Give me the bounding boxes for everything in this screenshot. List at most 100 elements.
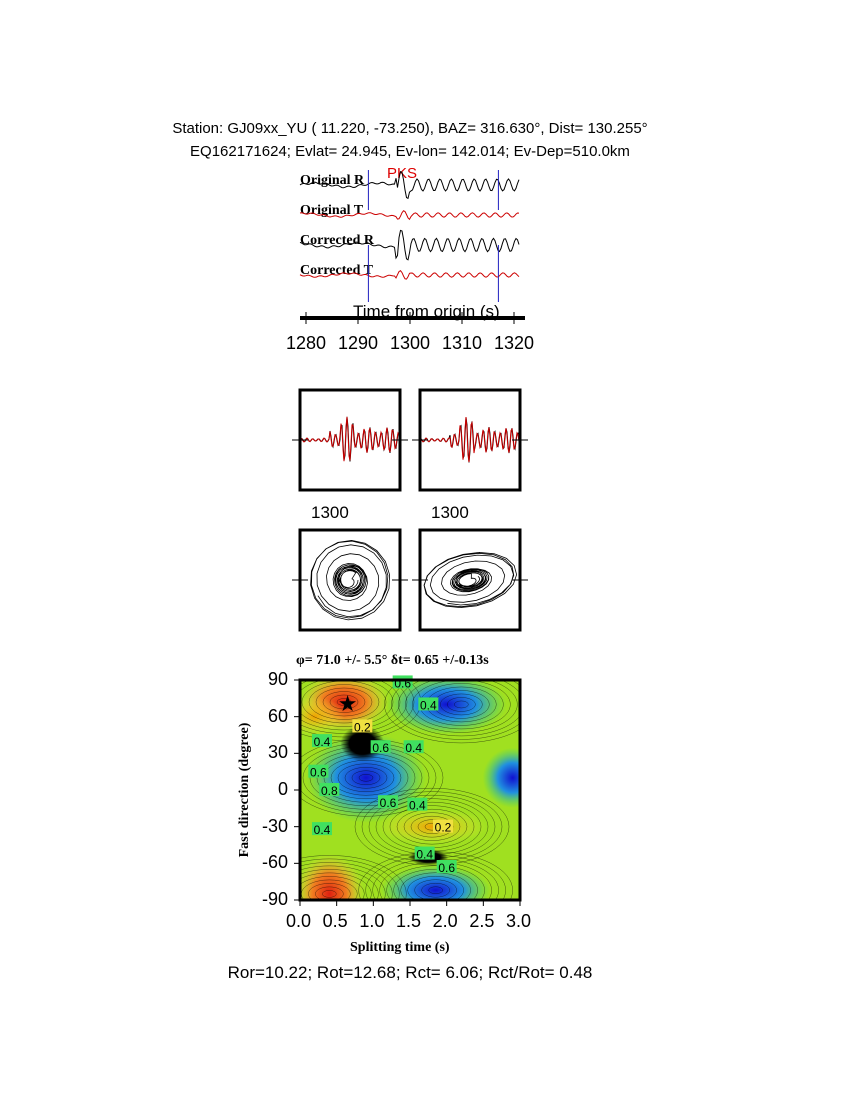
time-tick-label: 1300 bbox=[390, 333, 431, 353]
heatmap-region bbox=[300, 696, 345, 737]
x-tick-label: 1.0 bbox=[359, 911, 385, 931]
contour-label-box bbox=[312, 734, 332, 748]
trace-original-r bbox=[299, 171, 520, 200]
heatmap-xlabel: Splitting time (s) bbox=[350, 940, 450, 955]
y-tick-label: 0 bbox=[277, 779, 288, 799]
contour-label: 0.4 bbox=[312, 734, 332, 749]
contour-label-box bbox=[312, 822, 332, 836]
contour-line bbox=[351, 770, 381, 786]
contour-line bbox=[393, 868, 478, 900]
contour-label-box bbox=[370, 740, 391, 754]
contour-label: 0.4 bbox=[312, 822, 332, 837]
contour-line bbox=[300, 680, 394, 727]
contour-line bbox=[329, 694, 359, 710]
contour-label-text: 0.4 bbox=[409, 799, 426, 813]
heatmap-region bbox=[386, 680, 507, 735]
panel-tick-left: 1300 bbox=[311, 503, 349, 522]
heatmap-region bbox=[300, 853, 365, 900]
contour-label-text: 0.6 bbox=[372, 741, 389, 755]
contour-line bbox=[379, 861, 492, 900]
trace-corrected-r bbox=[299, 229, 520, 261]
best-fit-star: ★ bbox=[338, 691, 358, 716]
waveform-overlay bbox=[419, 416, 521, 463]
y-tick-label: -60 bbox=[261, 852, 288, 873]
contour-line bbox=[300, 872, 372, 900]
contour-line bbox=[300, 855, 407, 900]
contour-line bbox=[308, 684, 380, 720]
trace-label-corrected-t: Corrected T bbox=[300, 263, 373, 278]
contour-label-text: 0.4 bbox=[314, 735, 331, 749]
contour-line bbox=[421, 882, 450, 898]
heatmap-title: φ= 71.0 +/- 5.5° δt= 0.65 +/-0.13s bbox=[296, 653, 489, 668]
contour-line bbox=[300, 680, 401, 731]
contour-label-box bbox=[319, 783, 340, 796]
contour-label-text: 0.4 bbox=[314, 823, 331, 837]
contour-line bbox=[309, 749, 423, 807]
x-tick-label: 0.5 bbox=[322, 911, 348, 931]
time-tick-label: 1280 bbox=[286, 333, 327, 353]
contour-line bbox=[316, 753, 416, 803]
contour-line bbox=[323, 756, 409, 800]
contour-line bbox=[447, 697, 476, 712]
contour-line bbox=[407, 875, 464, 900]
heatmap-region bbox=[380, 865, 491, 900]
contour-label: 0.6 bbox=[370, 740, 391, 755]
contour-label-box bbox=[433, 819, 453, 833]
contour-label: 0.2 bbox=[352, 719, 373, 734]
y-tick-label: 90 bbox=[267, 669, 288, 689]
contour-line bbox=[315, 886, 344, 900]
contour-label: 0.6 bbox=[308, 764, 329, 780]
contour-line bbox=[300, 680, 408, 734]
contour-line bbox=[398, 680, 520, 737]
panel-tick-right: 1300 bbox=[431, 503, 469, 522]
contour-label-text: 0.6 bbox=[438, 861, 455, 875]
contour-line bbox=[386, 865, 485, 900]
contour-line bbox=[322, 691, 366, 713]
time-tick-label: 1320 bbox=[494, 333, 535, 353]
particle-motion bbox=[423, 551, 518, 609]
contour-line bbox=[300, 742, 437, 814]
contour-label-text: 0.4 bbox=[420, 698, 437, 712]
contour-label: 0.6 bbox=[436, 860, 457, 875]
contour-line bbox=[412, 680, 511, 730]
trace-original-t bbox=[299, 210, 520, 221]
contour-label: 0.4 bbox=[414, 846, 435, 862]
contour-line bbox=[330, 760, 402, 796]
contour-label-text: 0.6 bbox=[380, 796, 397, 810]
contour-line bbox=[372, 858, 499, 900]
contour-line bbox=[308, 883, 351, 900]
trace-label-corrected-r: Corrected R bbox=[300, 233, 374, 248]
heatmap-region bbox=[482, 747, 520, 808]
time-tick-label: 1310 bbox=[442, 333, 483, 353]
contour-line bbox=[300, 862, 393, 900]
contour-label: 0.6 bbox=[392, 675, 413, 690]
contour-line bbox=[358, 851, 513, 900]
contour-line bbox=[440, 693, 483, 716]
event-info: EQ162171624; Evlat= 24.945, Ev-lon= 142.… bbox=[190, 143, 630, 160]
contour-label-text: 0.4 bbox=[405, 741, 422, 755]
trace-label-original-r: Original R bbox=[300, 173, 365, 188]
x-tick-label: 3.0 bbox=[506, 911, 532, 931]
contour-line bbox=[300, 869, 379, 900]
contour-label-box bbox=[378, 795, 398, 809]
contour-line bbox=[302, 746, 430, 810]
contour-line bbox=[315, 687, 373, 717]
contour-line bbox=[300, 865, 386, 900]
contour-line bbox=[344, 767, 388, 789]
x-tick-label: 0.0 bbox=[286, 911, 312, 931]
particle-motion bbox=[310, 539, 391, 621]
footer-stats: Ror=10.22; Rot=12.68; Rct= 6.06; Rct/Rot… bbox=[227, 963, 593, 982]
contour-label: 0.8 bbox=[319, 783, 340, 798]
contour-line bbox=[403, 812, 461, 841]
station-info: Station: GJ09xx_YU ( 11.220, -73.250), B… bbox=[172, 120, 648, 137]
contour-label-text: 0.2 bbox=[354, 720, 371, 734]
contour-line bbox=[396, 808, 468, 845]
contour-label-box bbox=[436, 860, 457, 873]
contour-line bbox=[384, 680, 520, 744]
contour-label: 0.6 bbox=[378, 795, 398, 810]
contour-line bbox=[454, 700, 469, 709]
contour-line bbox=[400, 872, 471, 900]
y-tick-label: 60 bbox=[267, 705, 288, 726]
